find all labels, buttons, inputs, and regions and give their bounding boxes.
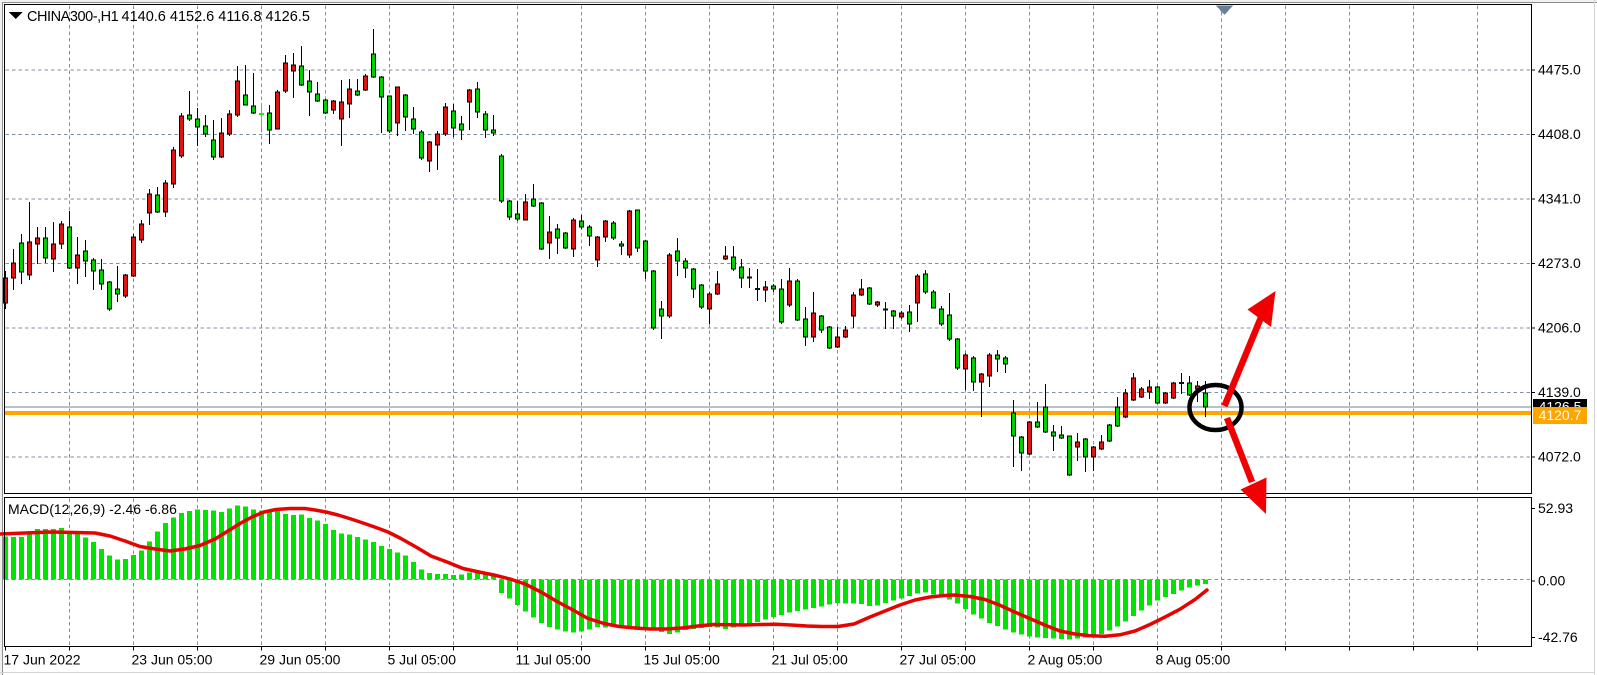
svg-text:27 Jul 05:00: 27 Jul 05:00 xyxy=(900,652,976,668)
svg-text:4341.0: 4341.0 xyxy=(1538,191,1581,207)
svg-text:21 Jul 05:00: 21 Jul 05:00 xyxy=(772,652,848,668)
svg-text:4273.0: 4273.0 xyxy=(1538,255,1581,271)
svg-text:CHINA300-,H1: CHINA300-,H1 xyxy=(27,9,119,25)
svg-text:8 Aug 05:00: 8 Aug 05:00 xyxy=(1156,652,1231,668)
svg-text:17 Jun 2022: 17 Jun 2022 xyxy=(4,652,81,668)
svg-text:29 Jun 05:00: 29 Jun 05:00 xyxy=(260,652,341,668)
svg-text:4206.0: 4206.0 xyxy=(1538,320,1581,336)
svg-text:4120.7: 4120.7 xyxy=(1539,407,1582,423)
svg-text:0.00: 0.00 xyxy=(1538,573,1565,589)
svg-text:2 Aug 05:00: 2 Aug 05:00 xyxy=(1028,652,1103,668)
svg-text:MACD(12,26,9) -2.46 -6.86: MACD(12,26,9) -2.46 -6.86 xyxy=(8,501,177,517)
svg-text:5 Jul 05:00: 5 Jul 05:00 xyxy=(388,652,457,668)
svg-text:4140.6 4152.6 4116.8 4126.5: 4140.6 4152.6 4116.8 4126.5 xyxy=(122,9,310,25)
svg-text:15 Jul 05:00: 15 Jul 05:00 xyxy=(644,652,720,668)
svg-text:4475.0: 4475.0 xyxy=(1538,62,1581,78)
svg-text:52.93: 52.93 xyxy=(1538,500,1573,516)
svg-text:11 Jul 05:00: 11 Jul 05:00 xyxy=(516,652,591,668)
svg-text:23 Jun 05:00: 23 Jun 05:00 xyxy=(132,652,213,668)
svg-text:4072.0: 4072.0 xyxy=(1538,449,1581,465)
svg-text:-42.76: -42.76 xyxy=(1538,629,1578,645)
svg-text:4139.0: 4139.0 xyxy=(1538,384,1581,400)
svg-text:4408.0: 4408.0 xyxy=(1538,126,1581,142)
